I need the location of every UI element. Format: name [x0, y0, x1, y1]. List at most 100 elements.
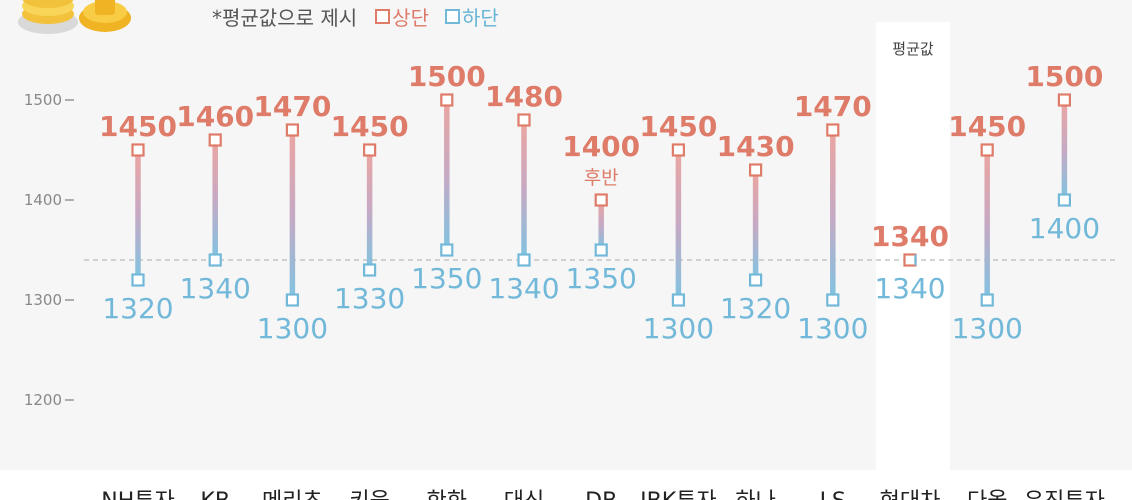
category-label: 유진투자 — [1024, 489, 1105, 500]
upper-marker — [208, 133, 222, 147]
range-group: 1450 1300 IBK투자 — [639, 110, 717, 500]
y-tick-label: 1300 — [24, 291, 62, 309]
lower-marker — [131, 273, 145, 287]
lower-value-label: 1300 — [797, 312, 868, 345]
range-bar — [212, 140, 218, 260]
lower-marker — [748, 273, 763, 287]
lower-value-label: 1330 — [334, 282, 405, 315]
range-group: 1340 1340 현대차 — [871, 220, 949, 500]
category-label: IBK투자 — [640, 489, 717, 500]
lower-square-icon — [444, 8, 460, 24]
category-label: 대신 — [504, 489, 544, 500]
lower-value-label: 1300 — [257, 312, 328, 345]
category-label: 한화 — [427, 489, 467, 500]
upper-value-label: 1470 — [253, 90, 331, 123]
lower-marker — [208, 253, 222, 267]
category-label: KB — [200, 489, 230, 500]
upper-value-label: 1430 — [717, 130, 795, 163]
lower-marker — [1057, 193, 1072, 207]
upper-value-label: 1450 — [639, 110, 717, 143]
lower-marker — [440, 243, 454, 257]
legend-upper: 상단 — [375, 2, 429, 31]
lower-value-label: 1350 — [566, 262, 637, 295]
range-group: 1470 1300 LS — [794, 90, 872, 500]
range-bar — [984, 150, 990, 300]
category-label: 현대차 — [880, 489, 941, 500]
bottom-band — [0, 470, 1132, 500]
legend-upper-label: 상단 — [392, 5, 429, 30]
y-tick-label: 1500 — [24, 91, 62, 109]
upper-value-label: 1450 — [99, 110, 177, 143]
lower-marker — [594, 243, 608, 257]
range-group: 1480 1340 대신 — [485, 80, 563, 500]
lower-value-label: 1340 — [180, 272, 251, 305]
legend: *평균값으로 제시 상단 하단 — [212, 2, 509, 31]
upper-value-label: 1500 — [408, 60, 486, 93]
y-tick-label: 1400 — [24, 191, 62, 209]
upper-value-label: 1450 — [948, 110, 1026, 143]
category-label: 하나 — [735, 489, 775, 500]
upper-marker — [363, 143, 377, 157]
range-bar — [135, 150, 141, 280]
upper-marker — [903, 253, 917, 267]
range-bar — [752, 170, 759, 280]
range-group: 1400 후반 1350 DB — [562, 130, 640, 500]
range-bar — [366, 150, 373, 270]
coin-stack-icon — [18, 0, 131, 34]
range-group: 1500 1400 유진투자 — [1024, 60, 1105, 500]
upper-marker — [517, 113, 531, 127]
upper-marker — [671, 143, 686, 157]
upper-value-label: 1470 — [794, 90, 872, 123]
category-label: 메리츠 — [262, 489, 323, 500]
category-label: NH투자 — [101, 489, 174, 500]
upper-value-label: 1340 — [871, 220, 949, 253]
legend-lower-label: 하단 — [461, 5, 499, 30]
range-group: 1500 1350 한화 — [408, 60, 486, 500]
upper-value-label: 1450 — [331, 110, 409, 143]
upper-marker — [980, 143, 994, 157]
range-bar — [830, 130, 836, 300]
category-label: LS — [820, 489, 846, 500]
range-group: 1470 1300 메리츠 — [253, 90, 331, 500]
average-column-label: 평균값 — [892, 40, 934, 58]
upper-marker — [748, 163, 763, 177]
lower-value-label: 1340 — [488, 272, 559, 305]
lower-value-label: 1320 — [102, 292, 173, 325]
category-label: DB — [585, 489, 617, 500]
lower-marker — [363, 263, 377, 277]
y-tick-label: 1200 — [24, 391, 62, 409]
lower-marker — [671, 293, 686, 307]
upper-marker — [826, 123, 840, 137]
lower-marker — [826, 293, 840, 307]
range-bar — [675, 150, 682, 300]
legend-note: *평균값으로 제시 — [212, 5, 358, 30]
lower-marker — [517, 253, 531, 267]
upper-marker — [594, 193, 608, 207]
range-bar — [289, 130, 296, 300]
upper-marker — [131, 143, 145, 157]
lower-value-label: 1350 — [411, 262, 482, 295]
upper-marker — [285, 123, 299, 137]
range-bar — [521, 120, 527, 260]
upper-value-label: 1460 — [176, 100, 254, 133]
upper-marker — [440, 93, 454, 107]
lower-marker — [980, 293, 994, 307]
lower-marker — [285, 293, 299, 307]
upper-value-label: 1480 — [485, 80, 563, 113]
lower-value-label: 1300 — [952, 312, 1023, 345]
lower-value-label: 1340 — [874, 272, 945, 305]
legend-lower: 하단 — [444, 2, 499, 31]
range-group: 1430 1320 하나 — [717, 130, 795, 500]
range-bar — [444, 100, 450, 250]
annotation-label: 후반 — [584, 167, 619, 189]
range-group: 1450 1300 다올 — [948, 110, 1026, 500]
range-group: 1450 1320 NH투자 — [99, 110, 177, 500]
lower-value-label: 1400 — [1029, 212, 1100, 245]
upper-marker — [1057, 93, 1072, 107]
range-bar — [598, 200, 604, 250]
range-bar — [1061, 100, 1068, 200]
category-label: 키움 — [349, 489, 389, 500]
range-group: 1460 1340 KB — [176, 100, 254, 500]
range-group: 1450 1330 키움 — [331, 110, 409, 500]
